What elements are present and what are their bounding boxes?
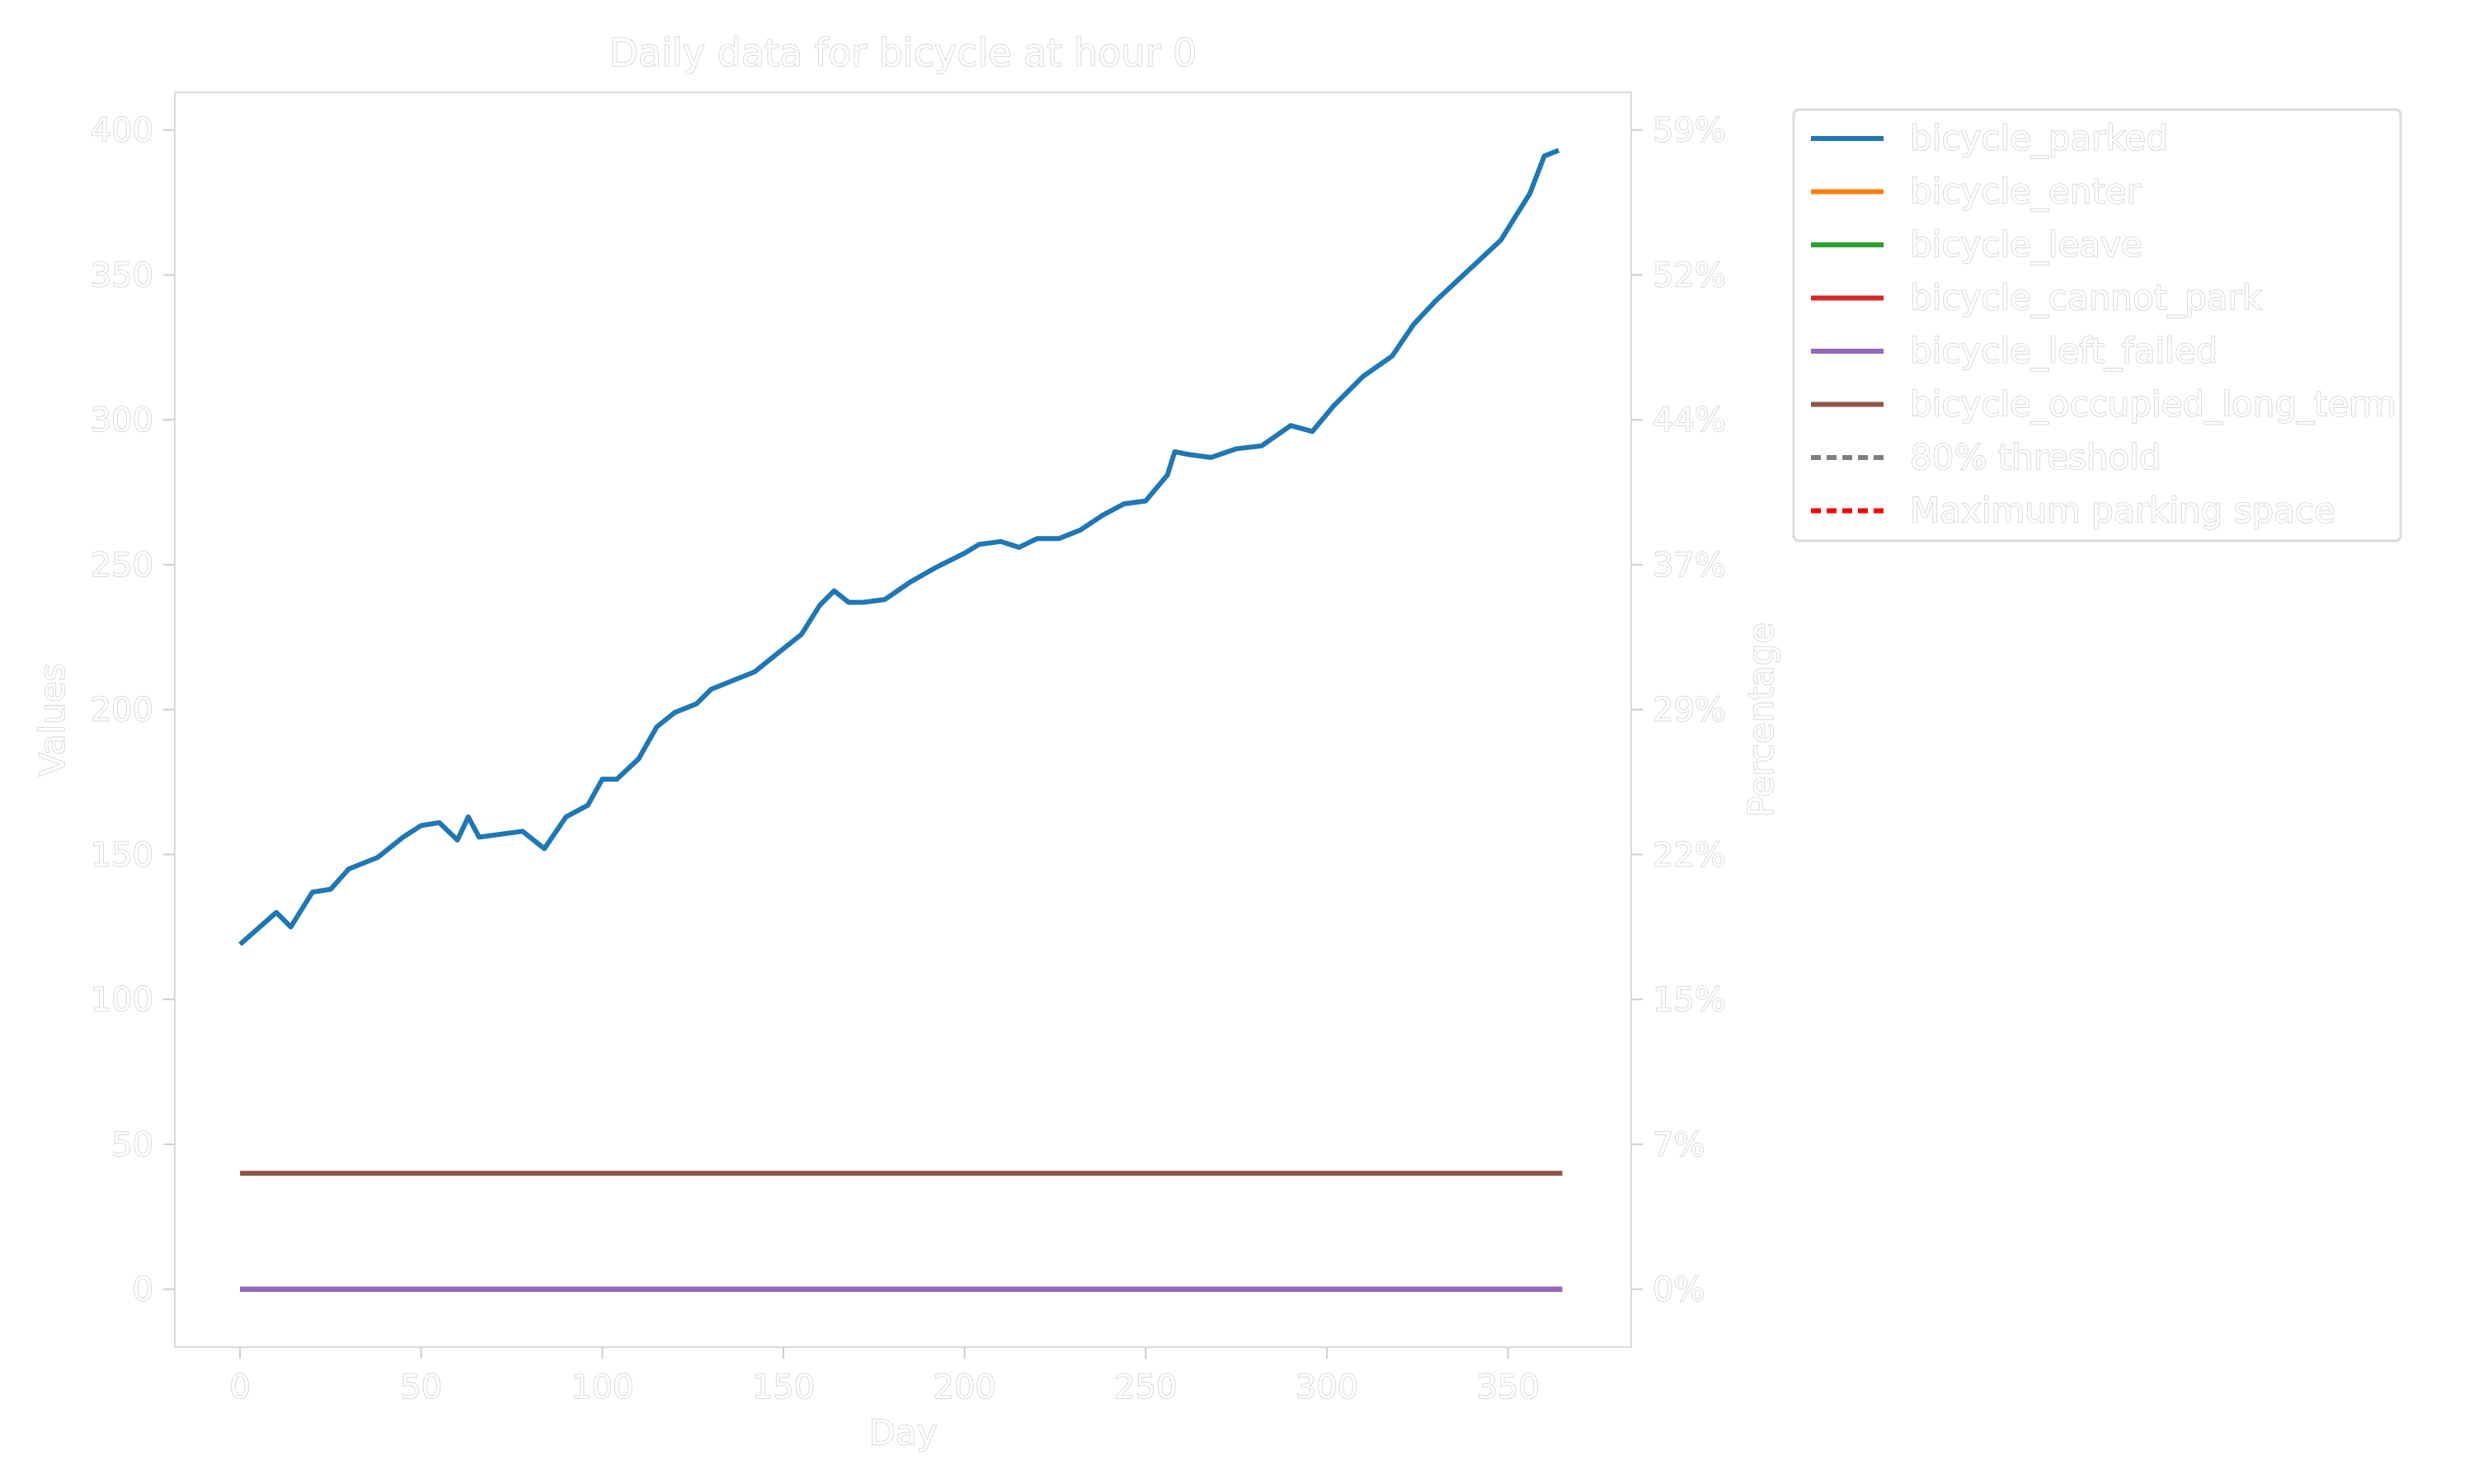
x-tick-label: 250 [1114, 1369, 1177, 1407]
y-tick-label: 200 [91, 692, 153, 730]
legend-label: bicycle_left_failed [1910, 331, 2218, 371]
y2-tick-label: 37% [1653, 547, 1726, 585]
legend-label: Maximum parking space [1910, 491, 2335, 531]
y-tick-label: 250 [91, 547, 153, 585]
y2-tick-label: 15% [1653, 981, 1726, 1019]
y2-tick-label: 22% [1653, 836, 1726, 874]
y-tick-label: 0 [133, 1271, 153, 1309]
x-tick-label: 350 [1476, 1369, 1539, 1407]
y2-tick-label: 0% [1653, 1271, 1705, 1309]
x-axis-label: Day [869, 1412, 938, 1453]
y2-axis-label: Percentage [1741, 622, 1781, 817]
legend-label: bicycle_cannot_park [1910, 278, 2263, 318]
legend: bicycle_parked bicycle_enter bicycle_leave… [1792, 108, 2402, 542]
y-tick-label: 100 [91, 981, 153, 1019]
legend-label: 80% threshold [1910, 437, 2161, 477]
legend-frame [1792, 108, 2402, 542]
legend-label: bicycle_enter [1910, 171, 2142, 212]
y2-tick-label: 52% [1653, 256, 1726, 294]
y-tick-label: 300 [91, 402, 153, 439]
x-tick-label: 100 [571, 1369, 633, 1407]
x-axis-ticks: 0 50 100 150 200 250 300 350 [229, 1347, 1540, 1407]
y2-tick-label: 44% [1653, 402, 1726, 439]
series-line-bicycle-parked [238, 148, 1560, 946]
y-tick-label: 350 [91, 256, 153, 294]
x-tick-label: 50 [400, 1369, 442, 1407]
legend-label: bicycle_occupied_long_term [1910, 384, 2396, 425]
y-tick-label: 400 [91, 112, 153, 150]
y-tick-label: 150 [91, 836, 153, 874]
x-tick-label: 200 [934, 1369, 996, 1407]
series-layer [238, 148, 1563, 1292]
y-axis-label: Values [32, 663, 73, 776]
y2-tick-label: 59% [1653, 112, 1726, 150]
x-tick-label: 150 [752, 1369, 815, 1407]
legend-label: bicycle_leave [1910, 224, 2142, 265]
y-axis-ticks: 0 50 100 150 200 250 300 350 400 [90, 111, 175, 1309]
legend-items: bicycle_parked bicycle_enter bicycle_leave… [1811, 117, 2396, 531]
plot-frame [174, 92, 1632, 1348]
x-tick-label: 0 [229, 1369, 250, 1407]
y2-axis-ticks: 0% 7% 15% 22% 29% 37% 44% 52% 59% [1631, 111, 1727, 1309]
legend-label: bicycle_parked [1910, 118, 2168, 158]
y2-tick-label: 29% [1653, 692, 1726, 730]
y-tick-label: 50 [111, 1126, 153, 1164]
x-tick-label: 300 [1296, 1369, 1358, 1407]
chart-title: Daily data for bicycle at hour 0 [609, 31, 1197, 75]
y2-tick-label: 7% [1653, 1126, 1705, 1164]
